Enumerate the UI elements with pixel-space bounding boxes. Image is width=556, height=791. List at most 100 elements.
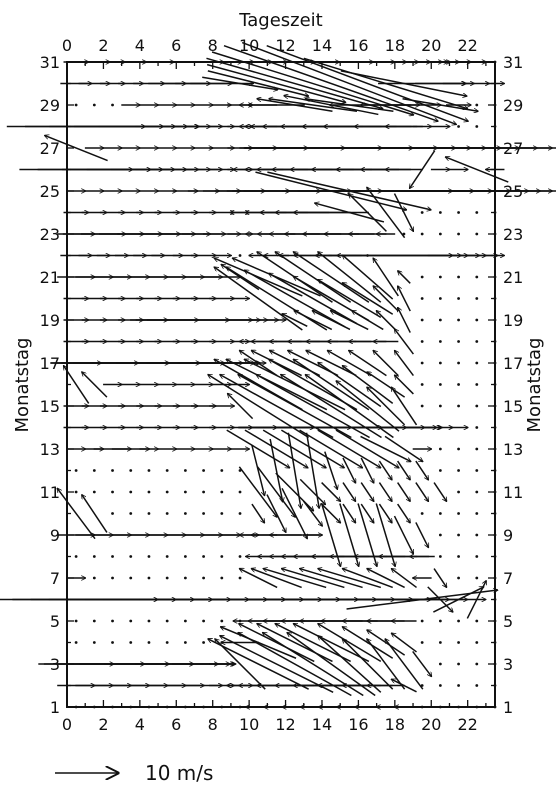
wind-vector-calm <box>457 404 460 408</box>
wind-vector <box>269 99 358 113</box>
wind-vector-calm <box>493 641 497 644</box>
wind-vector-calm <box>438 533 442 537</box>
wind-vector-calm <box>457 383 460 386</box>
wind-vector <box>251 503 265 523</box>
y-tick-label-left: 9 <box>50 526 60 545</box>
wind-vector <box>427 586 453 612</box>
wind-vector-calm <box>475 512 479 515</box>
wind-vector-calm <box>183 576 187 580</box>
x-tick-label-bottom: 22 <box>458 715 478 734</box>
wind-vector-calm <box>438 684 442 687</box>
wind-vector <box>396 307 411 333</box>
wind-vector <box>360 435 411 463</box>
x-tick-label-top: 0 <box>62 36 72 55</box>
wind-vector <box>318 252 382 303</box>
wind-vector <box>321 482 341 502</box>
wind-vector <box>360 457 375 483</box>
wind-vector-calm <box>438 297 442 300</box>
wind-vector-calm <box>420 512 424 515</box>
wind-vector-calm <box>475 447 479 451</box>
wind-vector <box>45 135 108 162</box>
y-tick-label-left: 19 <box>40 311 60 330</box>
wind-vector-calm <box>457 641 460 644</box>
wind-vector-calm <box>475 555 479 558</box>
wind-vector-calm <box>475 404 479 408</box>
wind-vector-calm <box>457 275 460 279</box>
wind-vector-calm <box>457 340 460 343</box>
wind-vector-calm <box>111 576 114 580</box>
x-tick-label-top: 8 <box>208 36 218 55</box>
x-tick-label-bottom: 14 <box>312 715 332 734</box>
wind-vector <box>412 650 432 676</box>
wind-vector <box>281 569 345 589</box>
wind-vector-calm <box>493 426 497 429</box>
wind-vector-calm <box>111 619 114 623</box>
wind-vector <box>360 503 374 523</box>
wind-vector-calm <box>457 361 460 365</box>
x-tick-label-bottom: 12 <box>275 715 295 734</box>
wind-vector-calm <box>438 705 442 709</box>
wind-vector <box>433 568 447 588</box>
wind-vector <box>378 482 392 502</box>
wind-vector <box>227 393 254 420</box>
wind-vector-calm <box>92 619 96 623</box>
wind-vector-calm <box>457 447 460 451</box>
wind-vector <box>393 515 415 554</box>
y-tick-label-right: 17 <box>503 354 523 373</box>
wind-vector-calm <box>129 619 133 623</box>
wind-vector-calm <box>438 383 442 386</box>
wind-vector-calm <box>147 490 151 494</box>
wind-vector <box>349 194 387 232</box>
wind-vector-calm <box>111 641 114 644</box>
wind-vector <box>262 429 326 468</box>
wind-vector <box>82 372 108 398</box>
wind-vector-calm <box>74 705 78 709</box>
wind-vector-calm <box>111 512 114 515</box>
wind-vector <box>317 429 381 468</box>
x-tick-label-bottom: 10 <box>239 715 259 734</box>
wind-vector-calm <box>420 404 424 408</box>
wind-vector-calm <box>475 576 479 580</box>
wind-vector <box>396 286 411 312</box>
y-tick-label-right: 7 <box>503 569 513 588</box>
wind-vector-calm <box>457 576 460 580</box>
wind-vector-calm <box>420 705 424 709</box>
wind-vector <box>352 311 384 331</box>
y-tick-label-left: 7 <box>50 569 60 588</box>
wind-vector <box>244 429 308 468</box>
wind-vector <box>391 633 417 653</box>
wind-vector <box>394 350 414 377</box>
x-tick-label-top: 16 <box>348 36 368 55</box>
wind-vector-calm <box>438 318 442 322</box>
wind-vector-calm <box>147 512 151 515</box>
wind-vector <box>238 466 277 517</box>
wind-vector-calm <box>147 469 151 472</box>
wind-vector-calm <box>92 705 96 709</box>
wind-vector-calm <box>438 404 442 408</box>
wind-vector <box>393 193 415 232</box>
wind-vector <box>266 44 469 122</box>
x-tick-label-top: 6 <box>171 36 181 55</box>
wind-vector-calm <box>420 641 424 644</box>
wind-vector-calm <box>493 275 497 279</box>
wind-vector-calm <box>493 490 497 494</box>
y-tick-label-right: 9 <box>503 526 513 545</box>
wind-vector-calm <box>475 705 479 709</box>
wind-vector-calm <box>475 490 479 494</box>
wind-vector-calm <box>129 641 133 644</box>
wind-vector-calm <box>493 598 497 601</box>
wind-vector <box>269 438 283 502</box>
wind-vector-calm <box>183 705 187 709</box>
wind-vector <box>384 435 423 461</box>
wind-vectors <box>0 41 556 709</box>
wind-vector-calm <box>420 297 424 300</box>
y-tick-label-left: 1 <box>50 698 60 717</box>
wind-vector-calm <box>111 555 114 558</box>
wind-vector-calm <box>238 576 242 580</box>
wind-vector <box>367 639 406 690</box>
y-tick-label-left: 11 <box>40 483 60 502</box>
wind-vector-calm <box>475 232 479 236</box>
wind-vector <box>315 203 385 223</box>
wind-vector <box>275 472 314 511</box>
